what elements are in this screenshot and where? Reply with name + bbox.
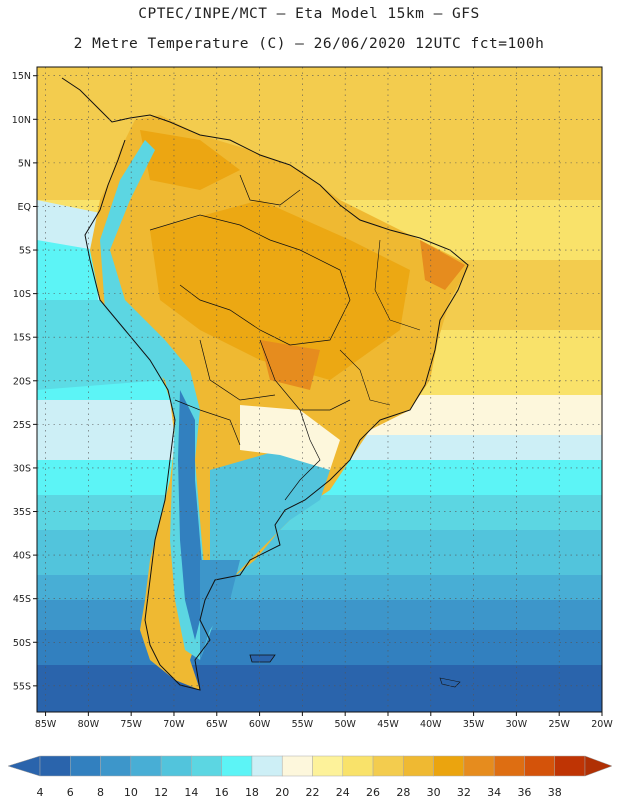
graticule — [37, 67, 603, 712]
lon-tick-label: 80W — [78, 719, 100, 730]
colorbar-under-arrow — [7, 755, 41, 777]
lon-tick-label: 40W — [420, 719, 442, 730]
colorbar-over-arrow — [584, 755, 613, 777]
lat-tick-label: EQ — [18, 202, 31, 213]
colorbar-label: 16 — [215, 786, 229, 799]
colorbar-swatch — [251, 755, 283, 777]
lon-tick-label: 25W — [548, 719, 570, 730]
colorbar-label: 26 — [366, 786, 380, 799]
colorbar-swatch — [524, 755, 555, 777]
colorbar-swatch — [554, 755, 586, 777]
colorbar-label: 22 — [306, 786, 320, 799]
colorbar-swatch — [281, 755, 313, 777]
lat-tick-label: 35S — [13, 507, 31, 518]
map-frame — [36, 66, 603, 713]
colorbar-label: 14 — [184, 786, 198, 799]
lon-tick-label: 60W — [249, 719, 271, 730]
colorbar-swatch — [191, 755, 222, 777]
colorbar-label: 10 — [124, 786, 138, 799]
lat-tick-label: 5S — [19, 246, 31, 257]
lon-tick-label: 65W — [206, 719, 228, 730]
colorbar-swatch — [312, 755, 344, 777]
colorbar-swatch — [160, 755, 192, 777]
colorbar-label: 18 — [245, 786, 259, 799]
lon-tick-label: 85W — [35, 719, 57, 730]
lat-tick-label: 15N — [12, 71, 31, 82]
colorbar-label: 8 — [97, 786, 104, 799]
map-title-line2: 2 Metre Temperature (C) – 26/06/2020 12U… — [73, 36, 545, 52]
colorbar-label: 20 — [275, 786, 289, 799]
lon-tick-label: 45W — [377, 719, 399, 730]
colorbar-swatch — [39, 755, 71, 777]
lat-tick-label: 30S — [13, 463, 31, 474]
lat-tick-label: 50S — [13, 638, 31, 649]
lat-tick-label: 40S — [13, 551, 31, 562]
lat-tick-label: 5N — [18, 158, 31, 169]
colorbar-label: 24 — [336, 786, 350, 799]
colorbar-label: 30 — [427, 786, 441, 799]
colorbar-swatch — [130, 755, 162, 777]
lat-tick-label: 15S — [13, 333, 31, 344]
map-title-line1: CPTEC/INPE/MCT – Eta Model 15km – GFS — [138, 6, 480, 22]
colorbar-label: 28 — [396, 786, 410, 799]
lon-tick-label: 70W — [163, 719, 185, 730]
longitude-axis: 85W 80W 75W 70W 65W 60W 55W 50W 45W 40W 35W 30W 25W 2… — [35, 712, 613, 730]
colorbar-swatch — [342, 755, 374, 777]
lat-tick-label: 10N — [12, 115, 31, 126]
lat-tick-label: 10S — [13, 289, 31, 300]
lon-tick-label: 50W — [334, 719, 356, 730]
lat-tick-label: 25S — [13, 420, 31, 431]
colorbar-swatch — [221, 755, 253, 777]
colorbar-label: 32 — [457, 786, 471, 799]
colorbar-label: 4 — [37, 786, 44, 799]
colorbar-swatch — [372, 755, 404, 777]
colorbar-label: 34 — [487, 786, 501, 799]
latitude-axis: 15N 10N 5N EQ 5S 10S 15S 20S 25S 30S 35S 40S 45S 50S 5… — [12, 71, 37, 692]
colorbar-swatch — [433, 755, 465, 777]
lat-tick-label: 20S — [13, 376, 31, 387]
colorbar-swatch — [403, 755, 434, 777]
colorbar-swatch — [493, 755, 525, 777]
lat-tick-label: 55S — [13, 681, 31, 692]
lon-tick-label: 20W — [591, 719, 613, 730]
colorbar: 4 6 8 10 12 14 16 18 20 22 24 26 28 30 32 34 36 38 — [7, 755, 613, 799]
colorbar-swatch — [70, 755, 101, 777]
lon-tick-label: 35W — [463, 719, 485, 730]
colorbar-label: 36 — [517, 786, 531, 799]
lon-tick-label: 75W — [120, 719, 142, 730]
colorbar-label: 38 — [548, 786, 562, 799]
colorbar-swatch — [100, 755, 132, 777]
lon-tick-label: 30W — [506, 719, 528, 730]
colorbar-swatch — [463, 755, 495, 777]
lat-tick-label: 45S — [13, 594, 31, 605]
lon-tick-label: 55W — [292, 719, 314, 730]
colorbar-label: 6 — [67, 786, 74, 799]
map-field — [37, 67, 602, 712]
colorbar-label: 12 — [154, 786, 168, 799]
